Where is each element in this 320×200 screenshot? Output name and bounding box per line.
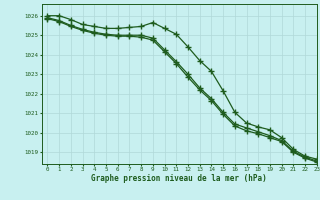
X-axis label: Graphe pression niveau de la mer (hPa): Graphe pression niveau de la mer (hPa) [91,174,267,183]
